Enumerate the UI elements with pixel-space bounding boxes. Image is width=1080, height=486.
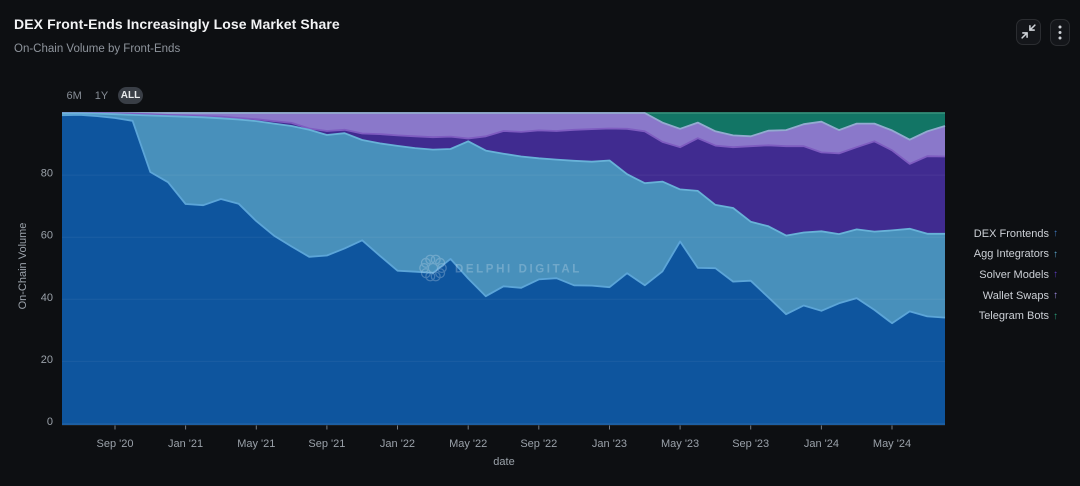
svg-text:Sep '23: Sep '23	[732, 438, 769, 450]
svg-text:date: date	[493, 456, 514, 468]
svg-text:Sep '21: Sep '21	[308, 438, 345, 450]
svg-text:May '22: May '22	[449, 438, 487, 450]
svg-text:40: 40	[41, 292, 53, 304]
svg-text:May '21: May '21	[237, 438, 275, 450]
svg-text:60: 60	[41, 230, 53, 242]
svg-text:Jan '22: Jan '22	[380, 438, 415, 450]
svg-text:20: 20	[41, 354, 53, 366]
svg-text:80: 80	[41, 168, 53, 180]
svg-text:Sep '20: Sep '20	[97, 438, 134, 450]
svg-text:Jan '23: Jan '23	[592, 438, 627, 450]
svg-text:May '23: May '23	[661, 438, 699, 450]
svg-text:On-Chain Volume: On-Chain Volume	[17, 223, 29, 310]
svg-text:Sep '22: Sep '22	[520, 438, 557, 450]
svg-text:Jan '24: Jan '24	[804, 438, 839, 450]
svg-text:May '24: May '24	[873, 438, 911, 450]
svg-text:Jan '21: Jan '21	[168, 438, 203, 450]
svg-text:DELPHI DIGITAL: DELPHI DIGITAL	[455, 264, 582, 276]
svg-text:0: 0	[47, 416, 53, 428]
